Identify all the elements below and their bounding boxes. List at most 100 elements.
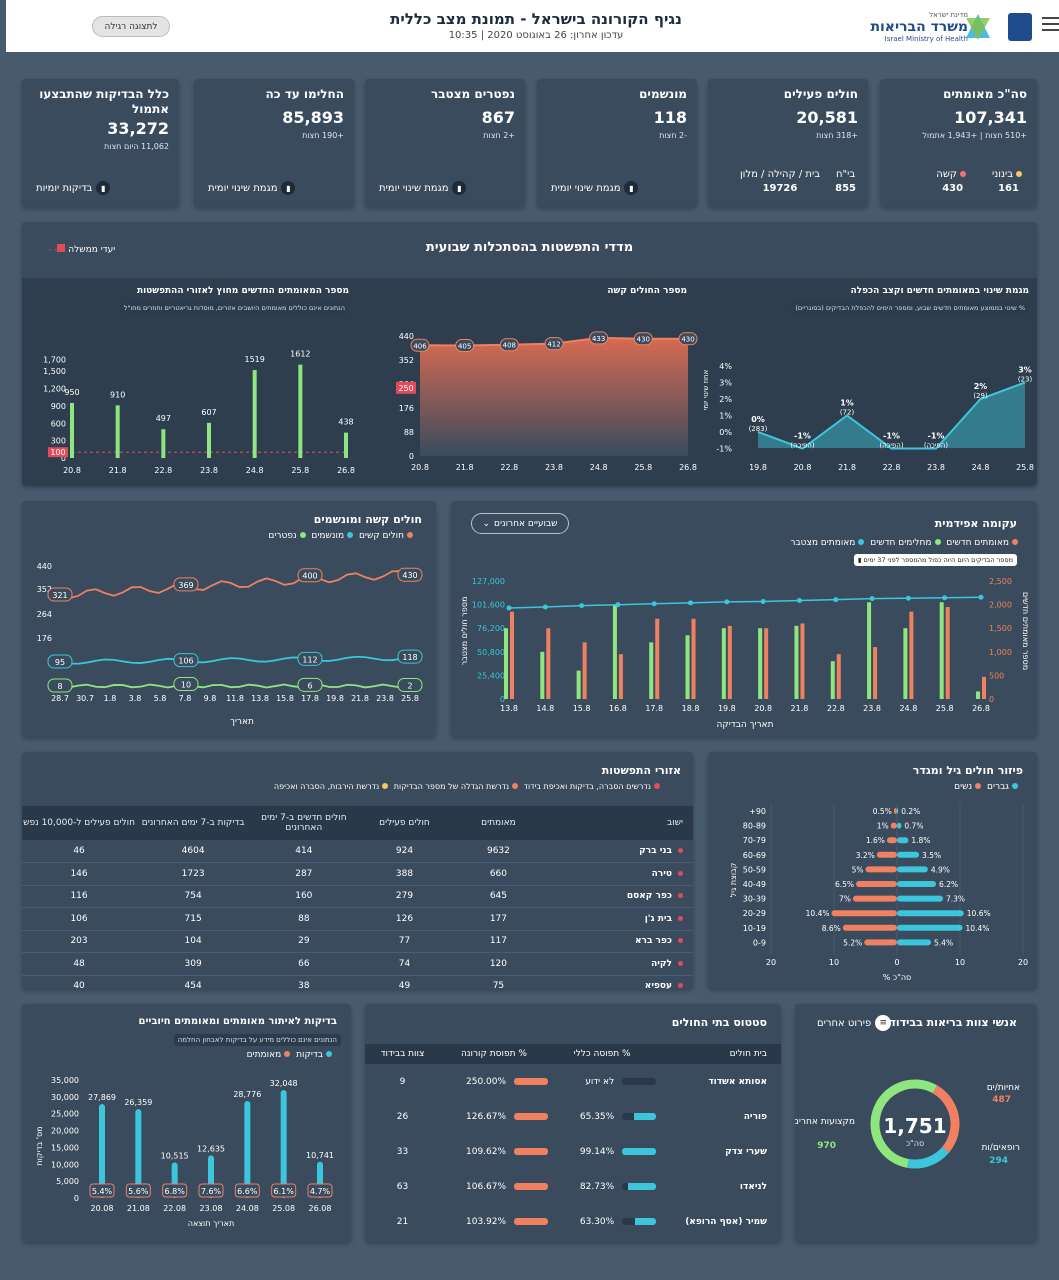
x-tick: 20.8: [411, 463, 429, 472]
daily-trend-link[interactable]: ▮ מגמת שינוי יומית: [379, 181, 467, 195]
kpi-delta: +510 חצות | +1,943 אתמול: [922, 131, 1027, 140]
table-row[interactable]: בית ג'ן 177 126 88 715 106: [22, 907, 693, 931]
ministry-small-text: מדינת ישראל: [929, 11, 968, 19]
cumulative-point: [506, 605, 512, 611]
bar-chart-icon: ▮: [624, 181, 639, 195]
cell: 177: [451, 907, 546, 931]
kpi-delta: +190 חצות: [302, 131, 344, 140]
table-row[interactable]: בני ברק 9632 924 414 4604 46: [22, 840, 693, 863]
y-tick-right: 500: [989, 671, 1004, 680]
y-tick: 176: [399, 404, 414, 413]
period-dropdown[interactable]: שבועיים אחרונים ⌄: [471, 513, 569, 534]
target-marker: [396, 381, 416, 394]
column-header[interactable]: % תפוסה כללי: [548, 1044, 657, 1064]
x-tick: 20.8: [63, 466, 81, 475]
men-bar: [897, 881, 937, 887]
column-header[interactable]: מאומתים: [451, 806, 546, 840]
confirmed-bar: [764, 628, 769, 699]
kpi-sub-home: בית / קהילה / מלון 19726: [739, 169, 820, 194]
cell: 279: [357, 885, 452, 908]
y-tick-right: 2,000: [989, 601, 1012, 610]
town-name: כפר קאסם: [545, 885, 693, 908]
column-header[interactable]: ישוב: [545, 806, 693, 840]
table-row[interactable]: כפר ברא 117 77 29 104 203: [22, 930, 693, 953]
column-header[interactable]: חולים פעילים ל-10,000 נפש: [22, 806, 137, 840]
table-row[interactable]: לניאדו 82.73% 106.67% 63: [365, 1169, 781, 1204]
y-axis-right-label: מספר מאומתים חדשים: [1021, 592, 1030, 670]
cell: 454: [136, 975, 251, 998]
target-marker: [48, 447, 68, 458]
kpi-total-confirmed: סה"כ מאומתים 107,341 +510 חצות | +1,943 …: [880, 79, 1037, 207]
x-tick: 25.8: [634, 463, 652, 472]
deaths-callout: [47, 678, 73, 693]
y-tick: 0: [61, 454, 66, 463]
x-tick: 1.8: [104, 694, 117, 703]
tests-panel: בדיקות לאיתור מאומתים ומאומתים חיוביים ה…: [22, 1004, 351, 1242]
daily-tests-link[interactable]: ▮ בדיקות יומיות: [36, 181, 111, 195]
kpi-title: נפטרים מצטבר: [431, 87, 515, 101]
table-row[interactable]: לקיה 120 74 66 309 48: [22, 952, 693, 976]
cell: 82.73%: [548, 1169, 657, 1204]
column-header[interactable]: בדיקות ב-7 ימים האחרונים: [136, 806, 251, 840]
y-axis-label: אחוז שינוי יומי: [702, 369, 710, 410]
kpi-value: 20,581: [796, 108, 858, 127]
severe-label: 400: [302, 572, 317, 581]
y-tick-left: 50,800: [477, 648, 505, 657]
y-tick: 300: [51, 437, 66, 446]
table-row[interactable]: אסותא אשדוד לא ידוע 250.00% 9: [365, 1064, 781, 1099]
tests-bar: [99, 1104, 105, 1198]
severe-callout: [297, 568, 323, 583]
age-group: 70-79: [743, 836, 766, 845]
areas-title: אזורי התפשטות: [601, 764, 681, 777]
menu-icon[interactable]: [1042, 17, 1059, 31]
column-header[interactable]: חולים חדשים ב-7 ימים האחרונים: [250, 806, 358, 840]
town-name: עספיא: [545, 975, 693, 998]
staff-title: אנשי צוות בריאות בבידוד: [889, 1016, 1017, 1029]
chevron-down-icon: ⌄: [482, 518, 490, 529]
positive-callout: [198, 1183, 224, 1198]
y-tick-left: 101,600: [472, 601, 505, 610]
deaths-label: 6: [307, 681, 312, 690]
x-tick: 15.8: [573, 704, 591, 713]
column-header[interactable]: % תפוסת קורונה: [439, 1044, 549, 1064]
y-tick: 2%: [719, 395, 732, 404]
x-tick: 9.8: [204, 694, 217, 703]
y-tick-left: 25,400: [477, 671, 505, 680]
header-bar: לתצוגה רגילה נגיף הקורונה בישראל - תמונת…: [6, 0, 1059, 52]
ventilated-label: 106: [178, 657, 193, 666]
recovered-bar: [504, 628, 508, 699]
x-tick: 25.8: [291, 466, 309, 475]
cell: 9: [399, 1076, 406, 1087]
cell: 106: [22, 907, 137, 931]
y-tick-right: 1,000: [989, 648, 1012, 657]
ministry-english: Israel Ministry of Health: [885, 35, 968, 43]
data-label: 408: [503, 342, 516, 350]
daily-trend-link[interactable]: ▮ מגמת שינוי יומית: [551, 181, 639, 195]
donut-nurses: [870, 1079, 960, 1169]
table-row[interactable]: כפר קאסם 645 279 160 754 116: [22, 885, 693, 908]
callout-box: [544, 337, 564, 351]
table-row[interactable]: פוריה 65.35% 126.67% 26: [365, 1099, 781, 1134]
daily-trend-link[interactable]: ▮ מגמת שינוי יומית: [208, 181, 296, 195]
column-header[interactable]: צוות בבידוד: [365, 1044, 440, 1064]
y-tick: 5,000: [56, 1177, 79, 1186]
y-tick: 35,000: [51, 1076, 79, 1085]
table-row[interactable]: עספיא 75 49 38 454 40: [22, 975, 693, 998]
column-header[interactable]: חולים פעילים: [357, 806, 452, 840]
table-row[interactable]: שמיר (אסף הרופא) 63.30% 103.92% 21: [365, 1204, 781, 1239]
x-tick: 21.08: [127, 1204, 150, 1213]
table-row[interactable]: טירה 660 388 287 1723 146: [22, 862, 693, 886]
column-header[interactable]: בית חולים: [656, 1044, 781, 1064]
other-detail-button[interactable]: ≡ פירוט אחרים: [817, 1015, 892, 1031]
cumulative-point: [796, 598, 802, 604]
target-label: 250: [398, 384, 413, 393]
x-tick: 26.08: [309, 1204, 332, 1213]
table-row[interactable]: שערי צדק 99.14% 109.62% 33: [365, 1134, 781, 1169]
simple-view-button[interactable]: לתצוגה רגילה: [92, 16, 170, 37]
x-tick: 21.8: [791, 704, 809, 713]
positive-pct: 6.1%: [274, 1187, 295, 1196]
women-bar: [864, 939, 897, 946]
y-tick: 3%: [719, 379, 732, 388]
confirmed-bar: [727, 625, 732, 699]
kpi-deaths: נפטרים מצטבר 867 +2 חצות ▮ מגמת שינוי יומ…: [365, 79, 525, 207]
